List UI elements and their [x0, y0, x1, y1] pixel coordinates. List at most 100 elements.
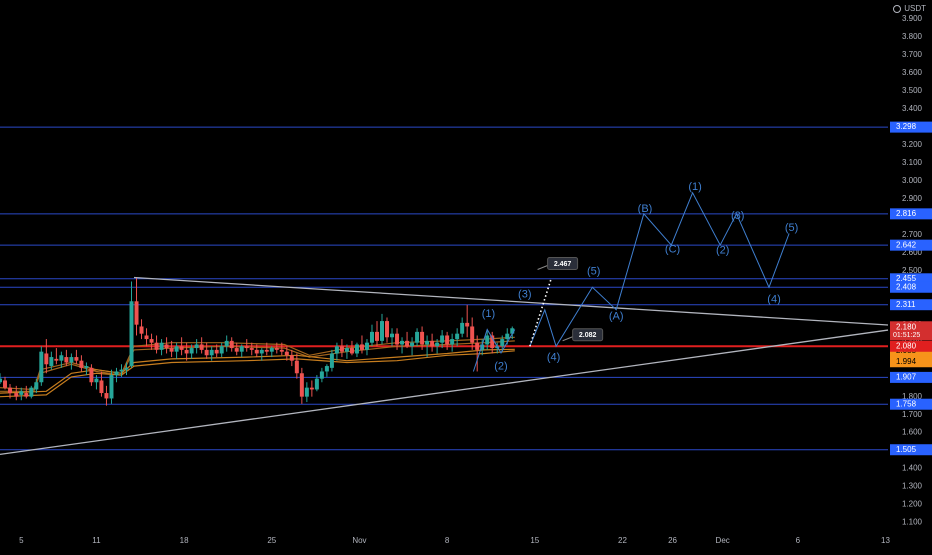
- candle: [319, 367, 324, 383]
- candle-body: [204, 349, 209, 356]
- wave-label: (4): [767, 294, 780, 306]
- candle: [79, 355, 84, 372]
- level-tag-label: 1.758: [896, 399, 917, 408]
- candle-body: [344, 348, 349, 352]
- candle-body: [114, 371, 119, 376]
- candle: [339, 339, 344, 358]
- candle: [289, 349, 294, 367]
- level-tag: [890, 281, 932, 293]
- currency-icon: [893, 4, 902, 13]
- wave-label: (C): [665, 243, 680, 255]
- annotation-pointer: [537, 265, 548, 270]
- candle: [264, 342, 269, 356]
- candle: [204, 342, 209, 359]
- level-tag-label: 1.907: [896, 373, 917, 382]
- y-tick-label: 1.600: [902, 428, 923, 437]
- candle: [0, 373, 2, 385]
- candle: [224, 335, 229, 352]
- countdown-label: 01:51:25: [893, 332, 920, 339]
- candle: [465, 304, 470, 338]
- candle-body: [455, 333, 460, 340]
- candle-body: [154, 342, 159, 350]
- candle-body: [89, 367, 94, 383]
- wave-label: (B): [638, 203, 653, 215]
- wave-label: (1): [688, 181, 701, 193]
- candle-body: [500, 339, 505, 347]
- candle-body: [139, 326, 144, 334]
- candle: [309, 380, 314, 397]
- candle: [470, 317, 475, 350]
- candle: [74, 349, 79, 365]
- candle: [149, 333, 154, 350]
- candle: [169, 340, 174, 358]
- x-tick-label: Dec: [716, 536, 730, 545]
- price-annotations: 2.467 2.082: [537, 257, 604, 342]
- wave-label: (4): [547, 352, 560, 364]
- candle: [174, 342, 179, 359]
- candle: [139, 319, 144, 340]
- candle-body: [249, 348, 254, 350]
- candle-body: [289, 355, 294, 361]
- candle-body: [129, 301, 134, 367]
- candle: [24, 385, 29, 399]
- candle: [374, 321, 379, 347]
- candle: [129, 281, 134, 368]
- wave-label: (2): [494, 361, 507, 373]
- annotation-label: 2.467: [554, 261, 572, 268]
- candle: [64, 349, 69, 367]
- candle: [490, 331, 495, 354]
- y-tick-label: 2.900: [902, 194, 923, 203]
- wave-label: (A): [609, 310, 624, 322]
- candle-body: [425, 340, 430, 345]
- candle: [430, 333, 435, 352]
- candle-body: [405, 340, 410, 347]
- candle-body: [39, 351, 44, 383]
- candle-body: [3, 380, 8, 388]
- candle: [94, 375, 99, 390]
- y-tick-label: 1.800: [902, 392, 923, 401]
- level-tag: [890, 444, 932, 456]
- currency-selector[interactable]: USDT: [893, 4, 926, 13]
- candle: [369, 324, 374, 347]
- candle: [14, 385, 19, 401]
- x-tick-label: 18: [180, 536, 189, 545]
- candle: [259, 348, 264, 361]
- candle: [54, 348, 59, 365]
- time-axis: 5 11 18 25 Nov 8 15 22 26 Dec 6 13: [19, 536, 890, 545]
- candle: [450, 333, 455, 352]
- candle-body: [234, 348, 239, 352]
- candle: [299, 367, 304, 404]
- y-tick-label: 3.000: [902, 176, 923, 185]
- moving-average-ma4: [0, 350, 515, 398]
- candle: [440, 330, 445, 349]
- price-axis: 1.1001.2001.3001.4001.5001.6001.7001.800…: [890, 14, 932, 527]
- wave-label: (3): [731, 210, 744, 222]
- candle-body: [359, 344, 364, 350]
- candle: [244, 339, 249, 352]
- trendline-lower: [0, 329, 889, 456]
- candle-body: [374, 331, 379, 341]
- candle: [219, 342, 224, 358]
- candle-body: [84, 366, 89, 368]
- candle: [344, 344, 349, 359]
- candle: [390, 328, 395, 347]
- currency-label: USDT: [904, 4, 926, 13]
- annotation-box: [547, 257, 579, 271]
- y-tick-label: 3.900: [902, 14, 923, 23]
- candle-body: [274, 348, 279, 350]
- y-tick-label: 3.200: [902, 140, 923, 149]
- candle-body: [380, 321, 385, 341]
- candle-body: [229, 340, 234, 349]
- candle: [425, 335, 430, 358]
- trendline-upper: [133, 276, 889, 326]
- wave-label: (1): [482, 308, 495, 320]
- candle: [199, 337, 204, 354]
- candle: [164, 337, 169, 354]
- candle: [19, 387, 24, 401]
- candle-body: [284, 351, 289, 356]
- candle-body: [174, 346, 179, 352]
- candle-body: [475, 342, 480, 350]
- candle: [349, 340, 354, 356]
